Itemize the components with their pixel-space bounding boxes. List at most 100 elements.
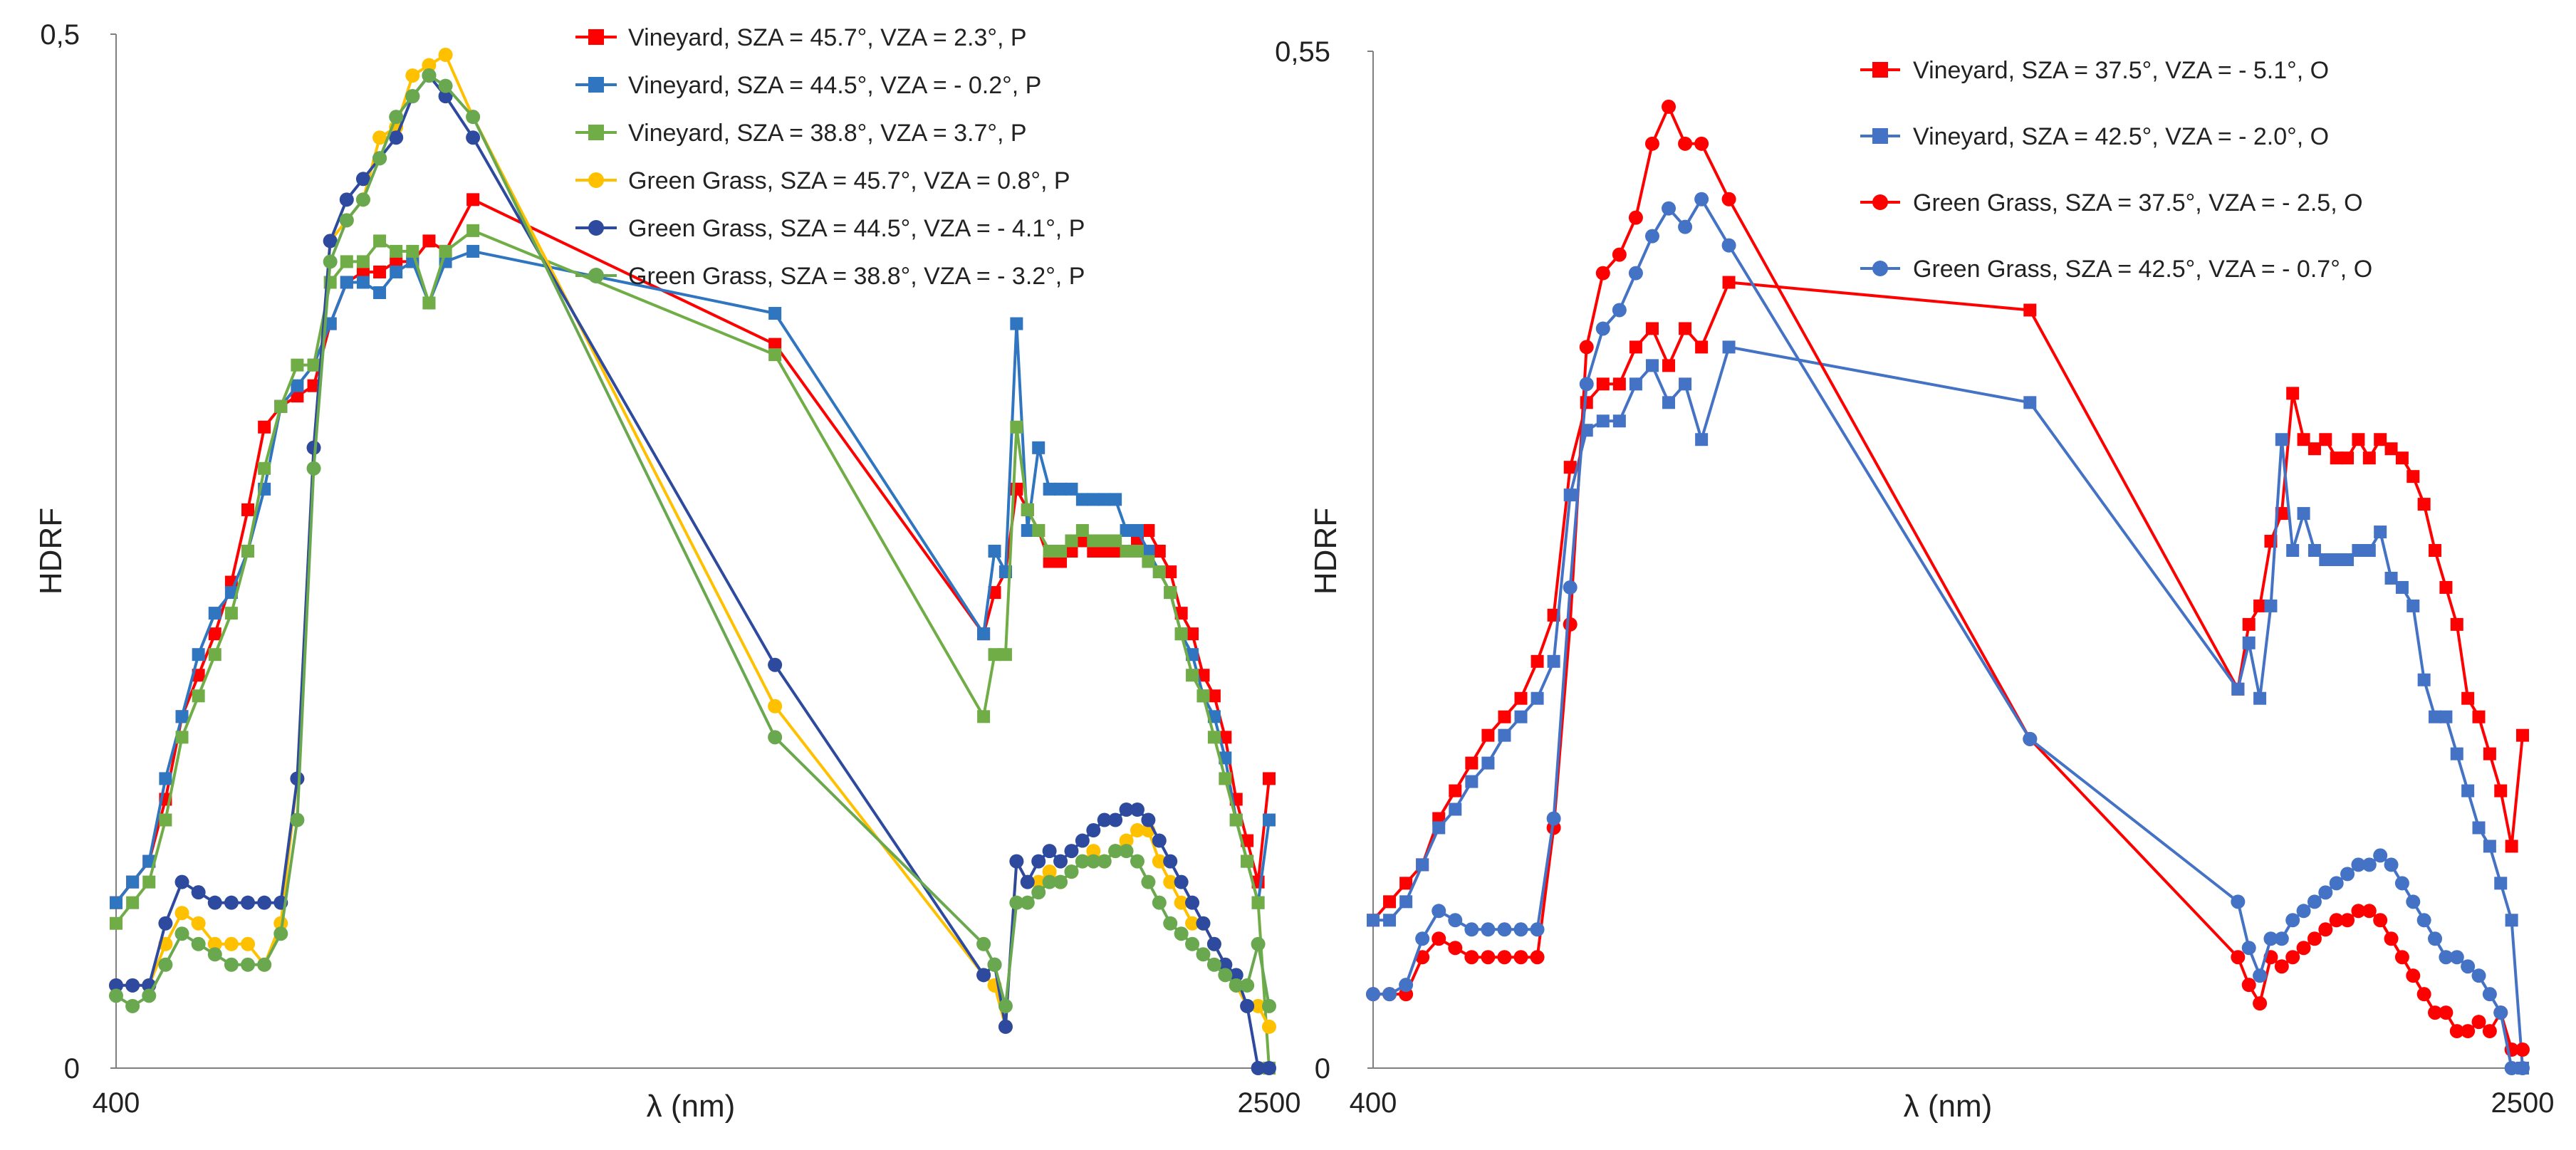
data-point [207,947,222,962]
data-point [1432,931,1446,946]
data-point [273,926,288,941]
data-point [290,771,305,786]
data-point [126,875,140,889]
data-point [1628,210,1643,225]
data-point [1251,896,1265,909]
data-point [355,172,370,187]
data-point [2483,747,2496,760]
y-axis-title: HDRF [33,508,68,595]
data-point [1579,340,1594,355]
data-point [1241,854,1254,868]
data-point [142,875,156,889]
data-point [1053,874,1068,889]
data-point [1263,772,1276,785]
data-point [2494,877,2508,890]
data-point [2362,857,2377,872]
data-point [174,874,189,889]
data-point [1563,617,1578,632]
data-point [1448,941,1463,956]
data-point [1530,950,1545,965]
data-point [998,1019,1013,1034]
data-point [1186,669,1199,682]
data-point [2483,840,2496,853]
legend-label: Vineyard, SZA = 37.5°, VZA = - 5.1°, O [1913,57,2329,84]
data-point [356,276,370,289]
data-point [466,193,480,207]
data-point [2275,507,2288,521]
data-point [258,420,271,434]
data-point [1152,854,1167,869]
series-2 [1367,340,2529,1075]
data-point [1679,377,1692,391]
data-point [1262,998,1276,1013]
data-point [2449,1024,2464,1039]
data-point [1240,978,1255,993]
data-point [1481,922,1496,937]
data-point [2319,433,2332,446]
data-point [1415,931,1430,946]
data-point [1415,950,1430,965]
data-point [2340,913,2355,928]
data-point [372,130,387,145]
data-point [2450,617,2463,631]
data-point [306,461,321,476]
data-point [191,936,206,951]
x-axis-title: λ (nm) [647,1089,736,1124]
data-point [373,286,387,299]
data-point [1596,414,1610,428]
data-point [1218,968,1233,983]
data-point [1679,322,1692,335]
data-point [466,110,481,125]
data-point [2439,1005,2454,1020]
data-point [2416,913,2431,928]
data-point [1163,854,1178,869]
data-point [2450,747,2463,760]
data-point [356,255,370,268]
data-point [192,648,205,662]
data-point [1722,340,1736,354]
data-point [1694,192,1709,207]
data-point [2307,931,2322,946]
legend-entry: Green Grass, SZA = 37.5°, VZA = - 2.5, O [1860,189,2363,216]
data-point [142,988,157,1003]
data-point [2319,553,2332,566]
data-point [977,627,991,641]
data-point [405,68,420,83]
data-point [1130,545,1144,558]
data-point [1595,266,1610,281]
series-2 [110,244,1276,909]
data-point [1263,813,1276,827]
data-point [1142,555,1155,568]
data-point [224,936,239,951]
data-point [1662,396,1676,409]
data-point [466,224,480,237]
data-point [1174,895,1189,910]
data-point [1031,854,1046,869]
data-point [466,130,481,145]
data-point [126,896,140,909]
data-point [1009,895,1024,910]
data-point [466,244,480,258]
data-point [2296,904,2311,919]
data-point [2297,433,2310,446]
legend-label: Green Grass, SZA = 44.5°, VZA = - 4.1°, … [628,215,1085,242]
data-point [1531,654,1544,668]
data-point [2428,1005,2443,1020]
data-point [976,968,991,983]
data-point [2318,885,2333,900]
data-point [1662,359,1676,372]
data-point [2231,894,2246,909]
data-point [291,379,304,392]
data-point [1530,922,1545,937]
data-point [1448,913,1463,928]
data-point [2394,876,2409,891]
data-point [768,699,783,713]
series-line [1372,281,2524,921]
data-point [274,399,288,413]
data-point [768,730,783,745]
x-axis-title: λ (nm) [1904,1089,1993,1124]
data-point [1644,136,1659,151]
legend-label: Vineyard, SZA = 45.7°, VZA = 2.3°, P [628,24,1027,51]
data-point [2330,553,2343,566]
data-point [1218,957,1233,972]
